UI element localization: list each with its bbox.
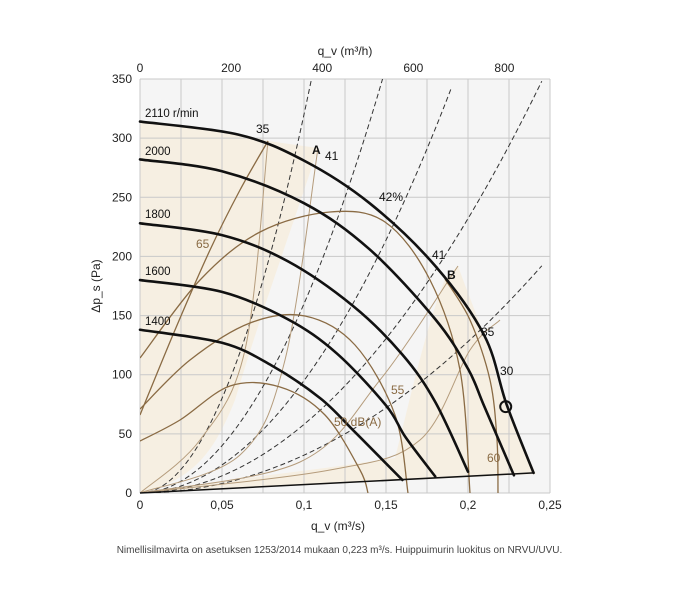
sound-label-55: 55 [391,383,405,397]
fan-curve [138,328,404,482]
x-tick-labels: 0 0,05 0,1 0,15 0,2 0,25 [137,498,562,512]
zone-label-b: B [447,268,456,282]
duct-characteristic-line [140,80,543,493]
y-tick-labels: 0 50 100 150 200 250 300 350 [112,72,132,500]
efficiency-boundary-curve [140,265,459,493]
efficiency-boundary-curve [140,147,319,493]
x2-tick-label: 200 [221,61,241,75]
fan-curve [138,222,470,474]
x2-tick-label: 400 [312,61,332,75]
eff-label-41-left: 41 [325,149,339,163]
duct-characteristic-line [140,87,453,493]
y-tick-label: 350 [112,72,132,86]
sound-label-60: 60 [487,451,501,465]
eff-label-41-right: 41 [432,248,446,262]
speed-label-1400: 1400 [145,316,171,328]
sound-level-curve [444,278,499,493]
x-tick-label: 0 [137,498,144,512]
sound-label-50: 50 dB(A) [334,415,381,429]
y-tick-label: 300 [112,131,132,145]
efficiency-labels: 35 41 42% 41 35 30 [256,122,514,378]
eff-label-42: 42% [379,190,403,204]
x2-tick-label: 600 [403,61,423,75]
speed-labels: 2110 r/min 2000 1800 1600 1400 [145,108,198,328]
x2-axis-title: q_v (m³/h) [318,44,373,58]
speed-label-2110: 2110 r/min [145,108,198,120]
eff-label-35-right: 35 [481,325,495,339]
fan-curve [138,120,535,475]
y-tick-label: 50 [119,427,133,441]
sound-level-curve [140,210,471,493]
y-tick-label: 0 [125,486,132,500]
sound-labels: 65 55 50 dB(A) 60 [196,237,501,465]
x-tick-label: 0,15 [374,498,398,512]
operating-zone-left [140,123,318,493]
footnote: Nimellisilmavirta on asetuksen 1253/2014… [116,545,563,556]
zone-labels: A B [312,143,456,282]
sound-label-65: 65 [196,237,210,251]
eff-label-30: 30 [500,364,514,378]
system-line [139,472,534,494]
y-tick-label: 250 [112,190,132,204]
nominal-point-marker [499,400,513,414]
fan-curve [138,158,516,477]
y-tick-label: 150 [112,309,132,323]
x-tick-label: 0,1 [296,498,313,512]
speed-label-1600: 1600 [145,266,171,278]
speed-label-1800: 1800 [145,209,171,221]
x-tick-label: 0,25 [538,498,562,512]
zone-label-a: A [312,143,321,157]
y-axis-title: Δp_s (Pa) [89,259,103,312]
x-axis-title: q_v (m³/s) [311,519,365,533]
fan-curve [138,278,437,478]
x-tick-label: 0,05 [210,498,234,512]
x2-tick-label: 800 [494,61,514,75]
y-tick-label: 100 [112,368,132,382]
x2-tick-label: 0 [137,61,144,75]
efficiency-boundary-curve [140,319,501,493]
sound-curves [140,140,499,493]
sound-level-curve [140,381,369,493]
sound-level-curve [140,313,409,493]
x2-tick-labels: 0 200 400 600 800 [137,61,515,75]
x-tick-label: 0,2 [460,498,477,512]
eff-label-35-left: 35 [256,122,270,136]
speed-label-2000: 2000 [145,146,171,158]
duct-characteristic-line [140,79,313,493]
y-tick-label: 200 [112,249,132,263]
fan-curves [138,120,535,482]
grid [139,78,551,494]
